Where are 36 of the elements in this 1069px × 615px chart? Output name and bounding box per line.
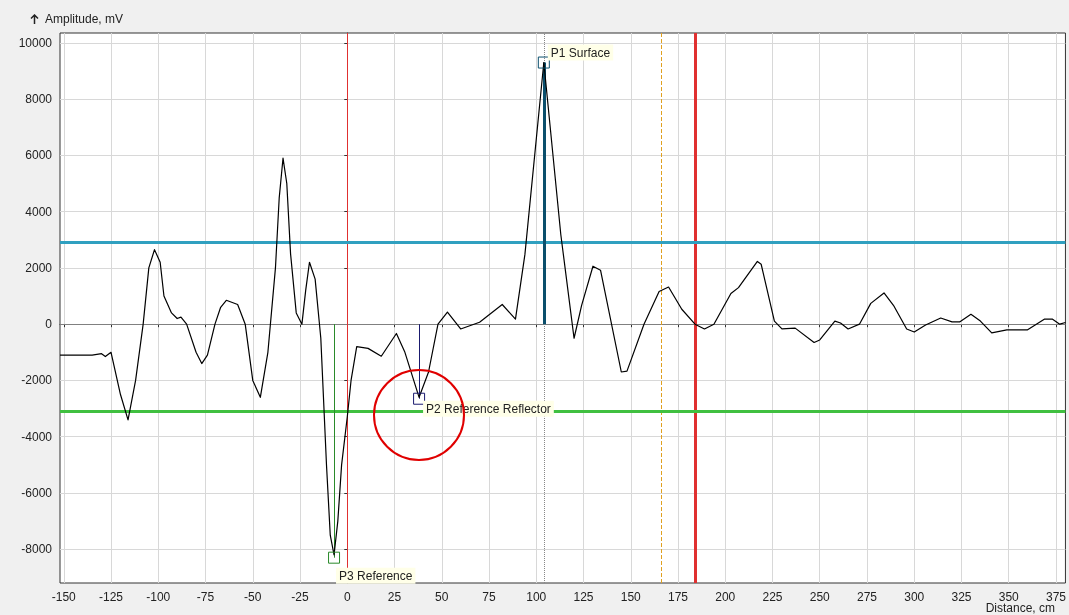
x-tick-label: 200 xyxy=(715,590,736,604)
x-tick-label: -75 xyxy=(196,590,215,604)
x-tick-label: 25 xyxy=(387,590,402,604)
y-tick-label: 0 xyxy=(45,317,53,332)
x-tick-label: 175 xyxy=(667,590,689,604)
x-tick-label: 50 xyxy=(435,590,449,604)
annotation: P1 Surface xyxy=(550,45,611,60)
y-tick-label: 2000 xyxy=(25,260,53,275)
x-tick-label: 250 xyxy=(809,590,831,604)
x-tick-label: 150 xyxy=(620,590,642,604)
x-tick-label: 75 xyxy=(482,590,497,604)
y-tick-label: -8000 xyxy=(21,542,53,557)
x-tick-label: 375 xyxy=(1045,590,1067,604)
x-tick-label: 275 xyxy=(856,590,878,604)
y-tick-label: -6000 xyxy=(21,485,53,500)
x-tick-label: 125 xyxy=(573,590,594,604)
y-axis-title: Amplitude, mV xyxy=(45,12,124,26)
x-tick-label: 100 xyxy=(526,590,547,604)
y-tick-label: 4000 xyxy=(25,204,53,219)
x-axis-title: Distance, cm xyxy=(985,601,1056,615)
x-tick-label: -150 xyxy=(51,590,77,604)
x-tick-label: -50 xyxy=(244,590,262,604)
x-tick-label: 0 xyxy=(343,590,351,604)
annotation: P3 Reference xyxy=(339,568,413,583)
x-tick-label: -100 xyxy=(146,590,171,604)
y-tick-label: -4000 xyxy=(21,429,53,444)
x-tick-label: -125 xyxy=(99,590,124,604)
y-tick-label: 6000 xyxy=(25,148,53,163)
x-tick-label: -25 xyxy=(291,590,310,604)
y-tick-label: 8000 xyxy=(25,92,53,107)
x-tick-label: 325 xyxy=(951,590,972,604)
y-tick-label: -2000 xyxy=(21,373,53,388)
y-tick-label: 10000 xyxy=(18,35,53,50)
x-tick-label: 225 xyxy=(762,590,783,604)
x-tick-label: 350 xyxy=(998,590,1020,604)
x-tick-label: 300 xyxy=(904,590,925,604)
